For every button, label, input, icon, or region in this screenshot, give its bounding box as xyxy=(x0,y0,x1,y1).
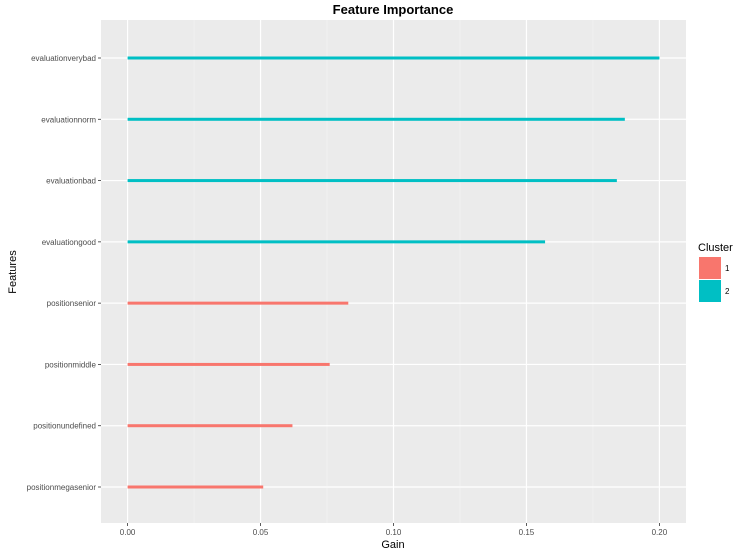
bar-positionsenior xyxy=(127,301,349,305)
x-tick-label: 0.10 xyxy=(386,528,402,537)
x-tick-label: 0.15 xyxy=(519,528,535,537)
y-tick-label: evaluationnorm xyxy=(41,115,96,124)
bar-evaluationnorm xyxy=(127,117,625,121)
legend-label-2: 2 xyxy=(725,287,730,296)
y-tick-label: positionmiddle xyxy=(45,360,97,369)
y-axis-title: Features xyxy=(7,250,19,294)
y-tick-label: positionundefined xyxy=(33,422,96,431)
y-tick-label: positionsenior xyxy=(47,299,97,308)
legend-title: Cluster xyxy=(698,242,733,254)
x-tick-label: 0.00 xyxy=(120,528,136,537)
bar-positionundefined xyxy=(127,424,293,428)
chart-title: Feature Importance xyxy=(333,2,454,17)
bar-evaluationverybad xyxy=(127,56,660,60)
legend-label-1: 1 xyxy=(725,264,730,273)
bars xyxy=(127,56,660,489)
legend-swatch-1 xyxy=(699,257,721,279)
y-axis-ticks: evaluationverybad evaluationnorm evaluatio… xyxy=(27,54,101,492)
y-tick-label: evaluationverybad xyxy=(31,54,96,63)
y-tick-label: evaluationgood xyxy=(42,238,96,247)
y-tick-label: evaluationbad xyxy=(46,177,96,186)
bar-positionmiddle xyxy=(127,362,330,366)
y-tick-label: positionmegasenior xyxy=(27,483,97,492)
bar-evaluationbad xyxy=(127,179,617,183)
legend-entries: 12 xyxy=(699,257,730,302)
bar-evaluationgood xyxy=(127,240,546,244)
legend-swatch-2 xyxy=(699,280,721,302)
x-tick-label: 0.20 xyxy=(652,528,668,537)
x-axis-title: Gain xyxy=(381,539,404,551)
legend: Cluster 12 xyxy=(698,242,733,302)
x-axis-ticks: 0.00 0.05 0.10 0.15 0.20 xyxy=(120,523,668,537)
x-tick-label: 0.05 xyxy=(253,528,269,537)
bar-positionmegasenior xyxy=(127,485,264,489)
